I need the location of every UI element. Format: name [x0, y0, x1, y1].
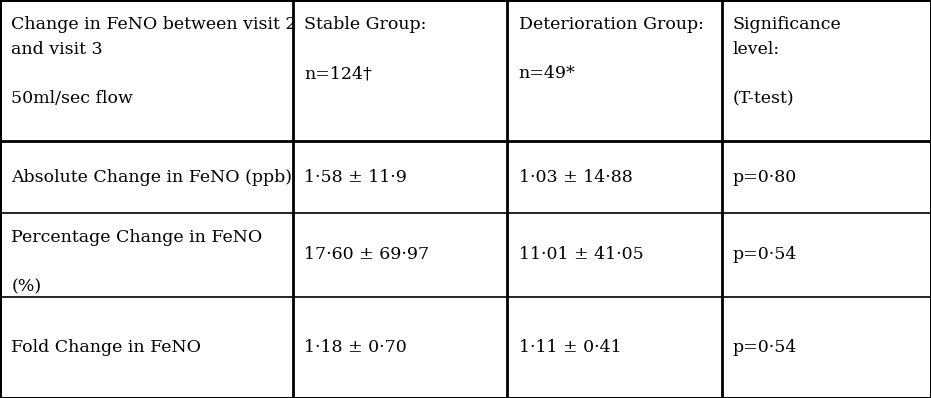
- Text: Absolute Change in FeNO (ppb): Absolute Change in FeNO (ppb): [11, 169, 292, 185]
- Text: n=49*: n=49*: [519, 65, 575, 82]
- Text: Deterioration Group:: Deterioration Group:: [519, 16, 704, 33]
- Text: 17·60 ± 69·97: 17·60 ± 69·97: [304, 246, 429, 263]
- Text: 50ml/sec flow: 50ml/sec flow: [11, 90, 133, 107]
- Text: 11·01 ± 41·05: 11·01 ± 41·05: [519, 246, 643, 263]
- Text: 1·18 ± 0·70: 1·18 ± 0·70: [304, 339, 407, 356]
- Text: Change in FeNO between visit 2: Change in FeNO between visit 2: [11, 16, 297, 33]
- Text: Significance: Significance: [733, 16, 842, 33]
- Text: Fold Change in FeNO: Fold Change in FeNO: [11, 339, 201, 356]
- Text: p=0·80: p=0·80: [733, 169, 797, 185]
- Text: level:: level:: [733, 41, 780, 58]
- Text: Percentage Change in FeNO: Percentage Change in FeNO: [11, 229, 263, 246]
- Text: and visit 3: and visit 3: [11, 41, 102, 58]
- Text: 1·58 ± 11·9: 1·58 ± 11·9: [304, 169, 407, 185]
- Text: (%): (%): [11, 278, 41, 295]
- Text: n=124†: n=124†: [304, 65, 372, 82]
- Text: p=0·54: p=0·54: [733, 246, 797, 263]
- Text: p=0·54: p=0·54: [733, 339, 797, 356]
- Text: (T-test): (T-test): [733, 90, 794, 107]
- Text: 1·11 ± 0·41: 1·11 ± 0·41: [519, 339, 621, 356]
- Text: 1·03 ± 14·88: 1·03 ± 14·88: [519, 169, 632, 185]
- Text: Stable Group:: Stable Group:: [304, 16, 426, 33]
